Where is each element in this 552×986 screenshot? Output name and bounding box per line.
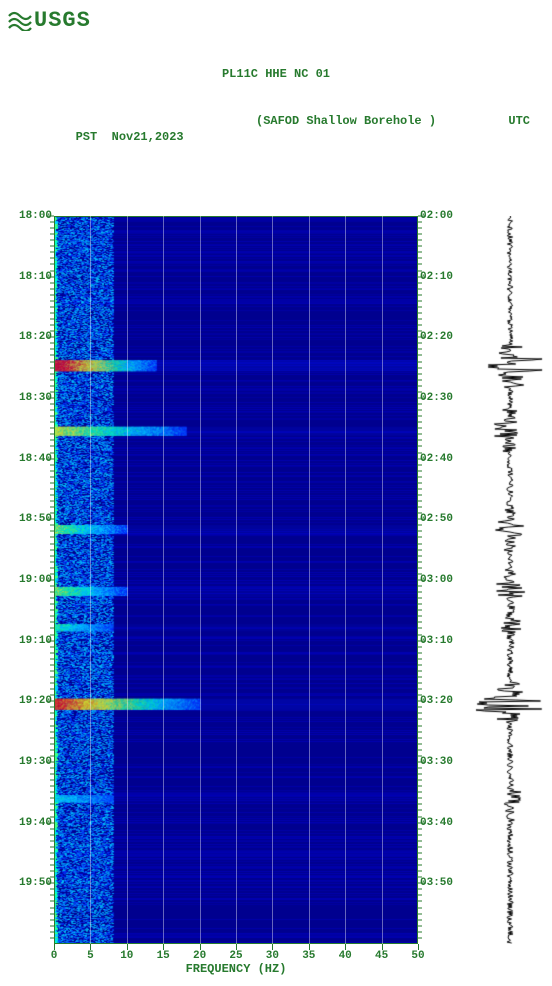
y-tick-left: 18:40 bbox=[8, 453, 52, 465]
y-axis-left: 18:0018:1018:2018:3018:4018:5019:0019:10… bbox=[8, 216, 52, 944]
y-tick-right: 02:20 bbox=[420, 331, 464, 343]
x-axis: FREQUENCY (HZ) 05101520253035404550 bbox=[54, 946, 418, 986]
y-tick-right: 03:00 bbox=[420, 574, 464, 586]
y-tick-left: 19:00 bbox=[8, 574, 52, 586]
chart-title: PL11C HHE NC 01 bbox=[8, 67, 544, 83]
x-tick: 50 bbox=[411, 950, 424, 962]
y-tick-right: 03:30 bbox=[420, 756, 464, 768]
y-tick-right: 02:50 bbox=[420, 513, 464, 525]
header-station: (SAFOD Shallow Borehole ) bbox=[256, 114, 436, 161]
y-tick-right: 03:10 bbox=[420, 635, 464, 647]
y-tick-right: 02:30 bbox=[420, 392, 464, 404]
x-tick: 45 bbox=[375, 950, 388, 962]
header-date: Nov21,2023 bbox=[112, 130, 184, 144]
plot-area: 18:00 18:10 18:20 18:30 18:40 18:50 19:00 19:10… bbox=[8, 202, 544, 972]
y-tick-left: 18:00 bbox=[8, 210, 52, 222]
y-tick-left: 18:20 bbox=[8, 331, 52, 343]
y-tick-right: 03:40 bbox=[420, 817, 464, 829]
y-axis-right: 02:0002:1002:2002:3002:4002:5003:0003:10… bbox=[420, 216, 464, 944]
y-tick-left: 18:10 bbox=[8, 271, 52, 283]
x-tick: 30 bbox=[266, 950, 279, 962]
x-axis-label: FREQUENCY (HZ) bbox=[54, 962, 418, 976]
y-tick-left: 19:10 bbox=[8, 635, 52, 647]
waveform-canvas bbox=[470, 216, 550, 944]
y-tick-left: 19:50 bbox=[8, 877, 52, 889]
y-tick-left: 19:20 bbox=[8, 695, 52, 707]
chart-subtitle: PST Nov21,2023 (SAFOD Shallow Borehole )… bbox=[8, 114, 544, 161]
header-left: PST Nov21,2023 bbox=[18, 114, 184, 161]
spectrogram-container bbox=[54, 216, 418, 944]
y-tick-right: 02:10 bbox=[420, 271, 464, 283]
logo-text: USGS bbox=[34, 8, 91, 33]
y-tick-right: 02:40 bbox=[420, 453, 464, 465]
left-tz: PST bbox=[76, 130, 98, 144]
y-tick-right: 03:20 bbox=[420, 695, 464, 707]
x-tick: 35 bbox=[302, 950, 315, 962]
y-tick-left: 18:30 bbox=[8, 392, 52, 404]
x-tick: 15 bbox=[157, 950, 170, 962]
x-tick: 0 bbox=[51, 950, 58, 962]
x-tick: 10 bbox=[120, 950, 133, 962]
y-tick-right: 03:50 bbox=[420, 877, 464, 889]
x-tick: 5 bbox=[87, 950, 94, 962]
y-tick-left: 18:50 bbox=[8, 513, 52, 525]
y-tick-right: 02:00 bbox=[420, 210, 464, 222]
chart-header: PL11C HHE NC 01 PST Nov21,2023 (SAFOD Sh… bbox=[8, 36, 544, 192]
y-tick-left: 19:40 bbox=[8, 817, 52, 829]
page: USGS PL11C HHE NC 01 PST Nov21,2023 (SAF… bbox=[0, 0, 552, 893]
x-tick: 20 bbox=[193, 950, 206, 962]
x-tick: 25 bbox=[229, 950, 242, 962]
x-tick: 40 bbox=[339, 950, 352, 962]
wave-icon bbox=[8, 9, 32, 31]
waveform-container bbox=[470, 216, 550, 944]
y-tick-left: 19:30 bbox=[8, 756, 52, 768]
right-tz: UTC bbox=[508, 114, 530, 161]
usgs-logo: USGS bbox=[8, 6, 544, 34]
